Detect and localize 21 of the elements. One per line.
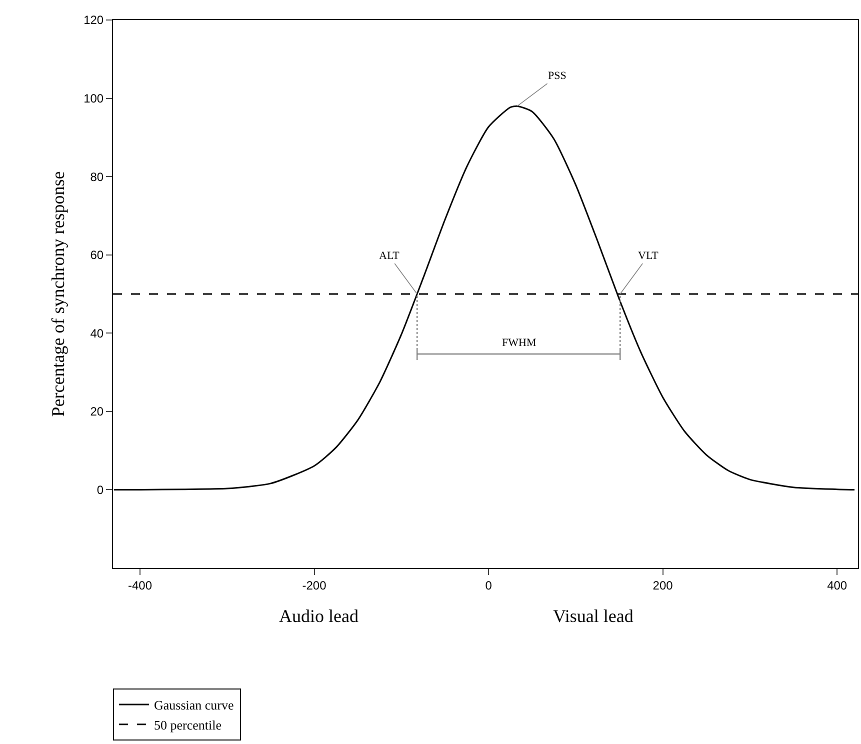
annotation: FWHM	[502, 337, 536, 349]
y-tick-label: 40	[90, 326, 104, 340]
y-tick-label: 100	[84, 91, 104, 106]
x-tick-label: -200	[302, 578, 327, 592]
legend-label: 50 percentile	[154, 717, 222, 732]
legend-label: Gaussian curve	[154, 698, 234, 713]
annotation: ALT	[379, 250, 400, 262]
y-tick-label: 120	[84, 13, 104, 28]
x-tick-label: -400	[128, 578, 152, 592]
text: Audio lead	[279, 606, 358, 626]
y-tick-label: 60	[90, 248, 104, 262]
x-tick-label: 400	[827, 578, 848, 592]
x-tick-label: 0	[485, 578, 492, 592]
annotation: PSS	[548, 70, 566, 82]
y-axis-title: Percentage of synchrony response	[48, 171, 68, 417]
annotation: VLT	[638, 250, 659, 262]
y-tick-label: 20	[90, 404, 104, 419]
text: Visual lead	[553, 606, 634, 626]
y-tick-label: 80	[90, 170, 104, 184]
x-tick-label: 200	[652, 578, 674, 592]
y-tick-label: 0	[96, 482, 104, 497]
